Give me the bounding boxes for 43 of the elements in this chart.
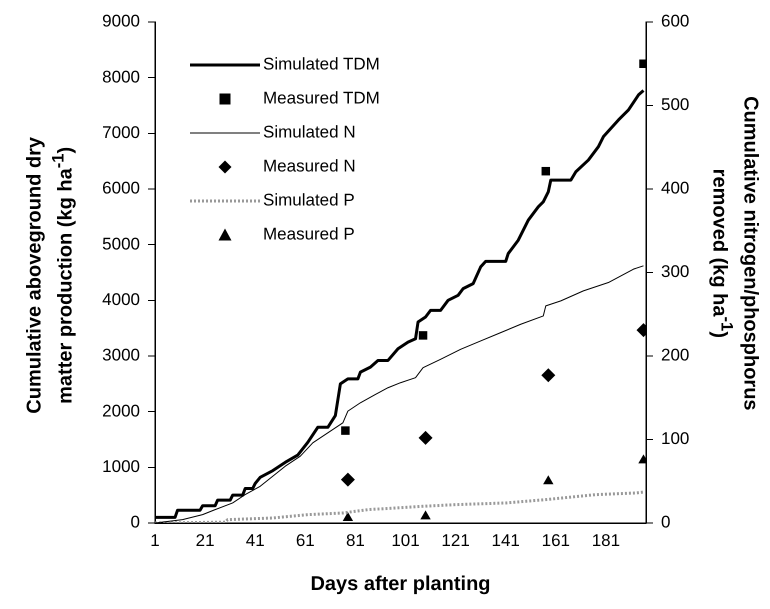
y-tick-label: 4000 (102, 290, 140, 310)
point (418, 430, 433, 445)
y-tick-label: 7000 (102, 123, 140, 142)
y-tick-label: 3000 (102, 346, 140, 365)
x-tick-label: 41 (246, 530, 265, 550)
point (418, 331, 428, 340)
y2-tick-label: 400 (661, 178, 690, 198)
point (543, 475, 554, 484)
x-tick-label: 81 (346, 530, 365, 550)
x-tick-label: 61 (296, 530, 315, 550)
legend-label: Simulated P (263, 190, 355, 210)
point (542, 166, 550, 176)
y2-tick-label: 100 (661, 429, 690, 448)
x-axis-title: Days after planting (309, 572, 492, 596)
point (420, 510, 431, 520)
y2-tick-label: 500 (661, 95, 690, 114)
y-tick-label: 6000 (102, 178, 140, 198)
x-tick-label: 21 (196, 530, 215, 550)
y2-tick-label: 300 (661, 262, 690, 282)
y-tick-label: 8000 (102, 67, 140, 86)
y-tick-label: 1000 (102, 457, 140, 476)
point (541, 368, 556, 382)
legend-label: Simulated N (263, 122, 356, 142)
x-tick-label: 181 (592, 530, 620, 550)
legend-label: Simulated TDM (263, 54, 380, 74)
y2-tick-label: 0 (661, 512, 670, 532)
legend-label: Measured TDM (263, 88, 380, 108)
y-tick-label: 0 (130, 512, 140, 532)
x-tick-label: 161 (542, 530, 570, 550)
x-tick-label: 141 (492, 530, 520, 550)
x-tick-label: 121 (441, 530, 470, 550)
legend-label: Measured P (263, 224, 355, 244)
x-tick-label: 1 (150, 530, 160, 550)
point (342, 512, 354, 521)
y2-tick-label: 200 (661, 346, 690, 365)
y2-tick-label: 600 (661, 12, 690, 31)
y-tick-label: 2000 (102, 401, 140, 420)
point (340, 472, 355, 487)
point (341, 426, 350, 435)
x-tick-label: 101 (391, 530, 420, 550)
legend-label: Measured N (263, 156, 356, 176)
y-tick-label: 9000 (102, 12, 140, 31)
y-tick-label: 5000 (102, 234, 140, 254)
